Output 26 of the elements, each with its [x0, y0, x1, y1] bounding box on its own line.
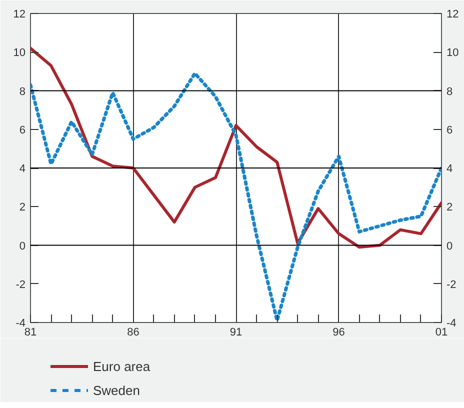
x-tick-label: 86: [127, 326, 140, 338]
y2-tick-label: 6: [446, 124, 453, 136]
y-tick-label: 12: [13, 8, 26, 20]
line-series: [30, 46, 442, 249]
x-tick-label: 96: [332, 326, 345, 338]
y-tick-label: 6: [19, 124, 26, 136]
y2-tick-label: 8: [446, 86, 453, 98]
y2-tick-label: 12: [446, 8, 459, 20]
y2-tick-label: -4: [446, 318, 456, 330]
y-tick-label: -4: [16, 318, 26, 330]
y-tick-label: 2: [19, 202, 26, 214]
x-tick-label: 01: [435, 326, 448, 338]
y-tick-label: 0: [19, 240, 26, 252]
x-tick-label: 91: [230, 326, 242, 338]
y2-tick-label: 4: [446, 163, 453, 175]
y-tick-label: -2: [16, 278, 26, 291]
y2-tick-label: 0: [446, 240, 453, 252]
y2-tick-label: 2: [446, 202, 453, 214]
legend-label: Euro area: [93, 358, 150, 374]
legend-label: Sweden: [93, 382, 140, 398]
y-tick-label: 8: [19, 86, 26, 98]
x-tick-label: 81: [24, 326, 37, 338]
y-tick-label: 4: [19, 163, 26, 175]
y2-tick-label: -2: [446, 278, 456, 291]
y-tick-label: 10: [13, 47, 26, 60]
y2-tick-label: 10: [446, 47, 459, 60]
